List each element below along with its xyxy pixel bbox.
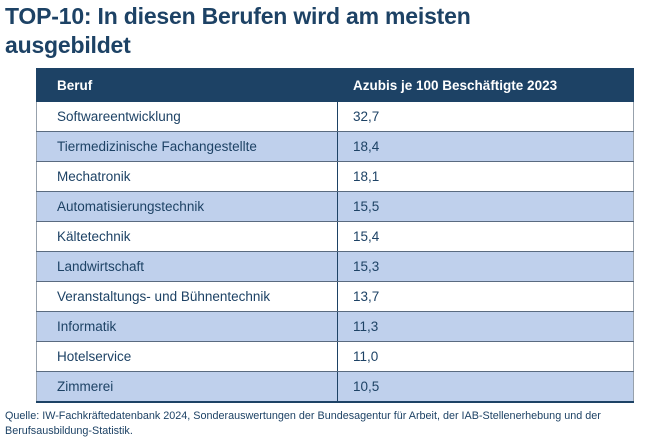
beruf-cell: Informatik (36, 311, 338, 342)
table-row: Informatik 11,3 (36, 311, 634, 342)
value-cell: 15,3 (337, 251, 634, 282)
table-row: Automatisierungstechnik 15,5 (36, 191, 634, 222)
value-cell: 10,5 (337, 371, 634, 402)
beruf-cell: Zimmerei (36, 371, 338, 402)
table-row: Softwareentwicklung 32,7 (36, 101, 634, 132)
table-header-row: Beruf Azubis je 100 Beschäftigte 2023 (36, 68, 634, 102)
table-row: Tiermedizinische Fachangestellte 18,4 (36, 131, 634, 162)
table-row: Hotelservice 11,0 (36, 341, 634, 372)
table-body: Softwareentwicklung 32,7 Tiermedizinische … (36, 101, 634, 402)
beruf-cell: Automatisierungstechnik (36, 191, 338, 222)
value-cell: 15,5 (337, 191, 634, 222)
table-row: Landwirtschaft 15,3 (36, 251, 634, 282)
value-cell: 32,7 (337, 101, 634, 132)
value-cell: 18,4 (337, 131, 634, 162)
beruf-cell: Kältetechnik (36, 221, 338, 252)
value-cell: 11,3 (337, 311, 634, 342)
table-row: Mechatronik 18,1 (36, 161, 634, 192)
beruf-cell: Mechatronik (36, 161, 338, 192)
top10-table: Beruf Azubis je 100 Beschäftigte 2023 So… (36, 68, 634, 403)
beruf-cell: Tiermedizinische Fachangestellte (36, 131, 338, 162)
table-header: Beruf Azubis je 100 Beschäftigte 2023 (36, 68, 634, 102)
beruf-cell: Softwareentwicklung (36, 101, 338, 132)
table-row: Zimmerei 10,5 (36, 371, 634, 402)
value-cell: 13,7 (337, 281, 634, 312)
page-title: TOP-10: In diesen Berufen wird am meiste… (5, 3, 471, 58)
beruf-cell: Veranstaltungs- und Bühnentechnik (36, 281, 338, 312)
beruf-cell: Hotelservice (36, 341, 338, 372)
beruf-cell: Landwirtschaft (36, 251, 338, 282)
column-header-beruf: Beruf (36, 68, 338, 102)
column-header-azubis: Azubis je 100 Beschäftigte 2023 (337, 68, 634, 102)
table-row: Veranstaltungs- und Bühnentechnik 13,7 (36, 281, 634, 312)
table-row: Kältetechnik 15,4 (36, 221, 634, 252)
value-cell: 11,0 (337, 341, 634, 372)
value-cell: 15,4 (337, 221, 634, 252)
value-cell: 18,1 (337, 161, 634, 192)
source-note: Quelle: IW-Fachkräftedatenbank 2024, Son… (5, 410, 601, 437)
